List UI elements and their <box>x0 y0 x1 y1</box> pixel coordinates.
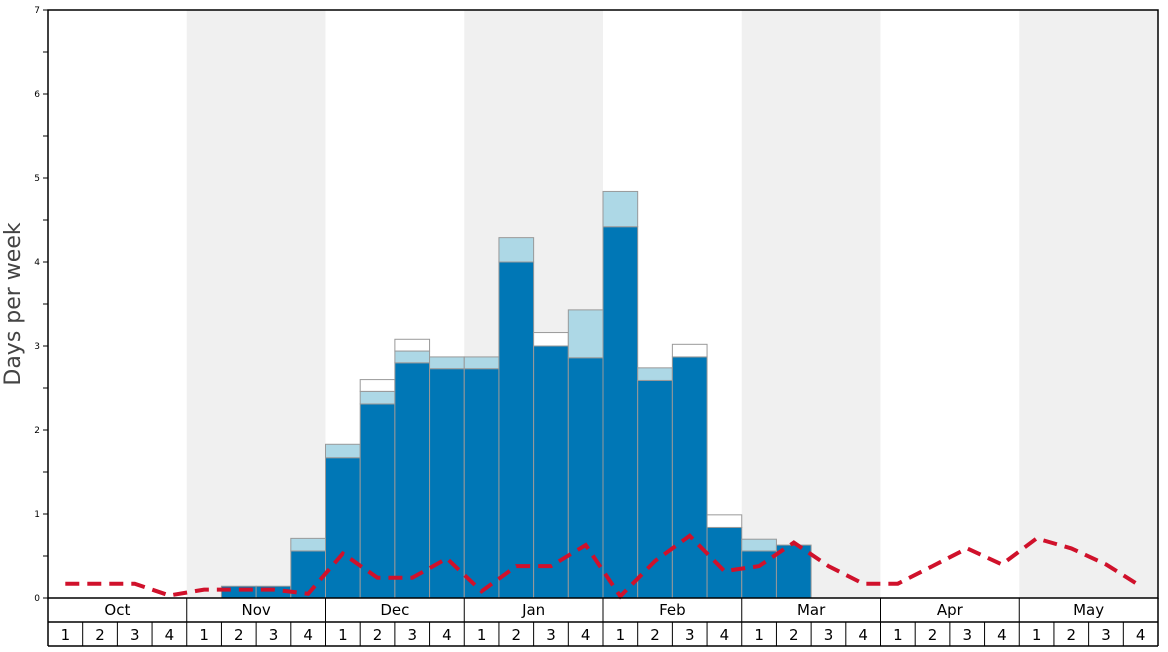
week-label: 3 <box>407 626 417 644</box>
month-label: Apr <box>937 601 964 619</box>
bar-segment <box>602 226 639 599</box>
bar-segment <box>463 368 500 599</box>
week-label: 4 <box>858 626 868 644</box>
month-shade-nov <box>186 10 326 598</box>
week-label: 3 <box>962 626 972 644</box>
month-label: Feb <box>659 601 686 619</box>
week-label: 4 <box>1136 626 1146 644</box>
month-shade-may <box>1019 10 1158 598</box>
bar-segment <box>359 379 396 392</box>
bars <box>220 190 812 599</box>
month-label: Mar <box>797 601 826 619</box>
week-label: 2 <box>928 626 938 644</box>
week-label: 3 <box>546 626 556 644</box>
bar-segment <box>602 190 639 228</box>
bar-segment <box>325 443 361 459</box>
y-tick-label: 7 <box>34 6 40 16</box>
week-label: 4 <box>997 626 1007 644</box>
bar-segment <box>567 309 604 359</box>
bar-segment <box>429 356 465 370</box>
week-label: 2 <box>650 626 660 644</box>
bar-segment <box>741 550 777 599</box>
bar-segment <box>533 332 569 347</box>
week-label: 4 <box>303 626 313 644</box>
week-label: 4 <box>581 626 591 644</box>
y-tick-label: 3 <box>34 342 40 352</box>
bar-segment <box>359 390 396 405</box>
week-label: 2 <box>789 626 799 644</box>
bar-segment <box>394 350 431 364</box>
bar-segment <box>671 343 708 358</box>
week-label: 2 <box>95 626 105 644</box>
y-tick-label: 4 <box>34 258 40 268</box>
month-label: Jan <box>521 601 545 619</box>
bar-segment <box>671 356 708 599</box>
bar-segment <box>706 514 743 528</box>
week-label: 4 <box>720 626 730 644</box>
bar-segment <box>463 356 500 370</box>
week-label: 4 <box>442 626 452 644</box>
week-label: 3 <box>824 626 834 644</box>
week-label: 1 <box>616 626 626 644</box>
bar-segment <box>706 526 743 599</box>
bar-segment <box>290 550 326 599</box>
trend-line <box>65 533 1142 600</box>
y-tick-label: 0 <box>34 594 40 604</box>
bar-segment <box>775 544 812 599</box>
month-label: Oct <box>104 601 130 619</box>
y-tick-label: 5 <box>34 174 40 184</box>
bar-segment <box>394 338 431 352</box>
week-label: 1 <box>754 626 764 644</box>
bar-segment <box>498 261 535 599</box>
bar-segment <box>637 379 673 599</box>
y-tick-label: 1 <box>34 510 40 520</box>
month-label: Dec <box>380 601 409 619</box>
week-label: 2 <box>373 626 383 644</box>
week-label: 1 <box>199 626 209 644</box>
week-label: 4 <box>165 626 175 644</box>
y-tick-label: 6 <box>34 90 40 100</box>
month-shade-mar <box>741 10 881 598</box>
week-label: 1 <box>1032 626 1042 644</box>
y-axis: 0 1 2 3 4 5 6 7 <box>34 6 48 604</box>
week-label: 2 <box>512 626 522 644</box>
y-tick-label: 2 <box>34 426 40 436</box>
bar-segment <box>741 538 777 552</box>
bar-segment <box>325 457 361 599</box>
bar-segment <box>290 537 326 552</box>
y-axis-label: Days per week <box>1 222 26 385</box>
week-label: 2 <box>1067 626 1077 644</box>
month-label: May <box>1073 601 1104 619</box>
bar-segment <box>394 362 431 599</box>
week-label: 1 <box>338 626 348 644</box>
week-label: 2 <box>234 626 244 644</box>
week-label: 1 <box>61 626 71 644</box>
month-label: Nov <box>241 601 270 619</box>
bar-segment <box>637 367 673 381</box>
week-label: 1 <box>893 626 903 644</box>
bar-segment <box>359 403 396 599</box>
week-label: 3 <box>269 626 279 644</box>
week-label: 3 <box>130 626 140 644</box>
week-label: 3 <box>1101 626 1111 644</box>
x-axis: Oct 1 2 3 4 Nov 1 2 3 4 Dec 1 2 3 4 Jan 1 2 3 4 Feb 1 2 3 4 Mar 1 2… <box>47 598 1159 647</box>
trend-line-group <box>65 533 1142 600</box>
week-label: 1 <box>477 626 487 644</box>
week-label: 3 <box>685 626 695 644</box>
bar-segment <box>567 357 604 599</box>
bar-segment <box>498 237 535 263</box>
